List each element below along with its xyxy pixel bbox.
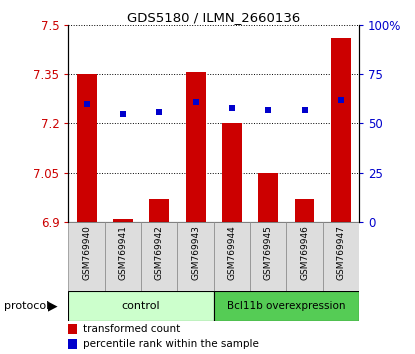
Text: GSM769942: GSM769942: [155, 225, 164, 280]
Text: GSM769945: GSM769945: [264, 225, 273, 280]
Text: Bcl11b overexpression: Bcl11b overexpression: [227, 301, 346, 311]
Title: GDS5180 / ILMN_2660136: GDS5180 / ILMN_2660136: [127, 11, 300, 24]
Bar: [178, 222, 214, 291]
Bar: [295, 199, 315, 222]
Bar: [331, 38, 351, 222]
Bar: [68, 291, 214, 321]
Text: transformed count: transformed count: [83, 324, 180, 334]
Bar: [68, 222, 105, 291]
Text: percentile rank within the sample: percentile rank within the sample: [83, 339, 259, 349]
Text: ▶: ▶: [48, 299, 57, 313]
Bar: [141, 222, 178, 291]
Text: GSM769946: GSM769946: [300, 225, 309, 280]
Text: GSM769941: GSM769941: [118, 225, 127, 280]
Text: GSM769947: GSM769947: [336, 225, 345, 280]
Text: GSM769940: GSM769940: [82, 225, 91, 280]
Bar: [68, 324, 77, 334]
Bar: [286, 222, 323, 291]
Bar: [214, 291, 359, 321]
Text: protocol: protocol: [4, 301, 49, 311]
Text: GSM769944: GSM769944: [227, 225, 237, 280]
Text: GSM769943: GSM769943: [191, 225, 200, 280]
Bar: [250, 222, 286, 291]
Bar: [68, 339, 77, 349]
Bar: [113, 219, 133, 222]
Bar: [222, 124, 242, 222]
Bar: [149, 199, 169, 222]
Bar: [323, 222, 359, 291]
Text: control: control: [122, 301, 161, 311]
Bar: [105, 222, 141, 291]
Bar: [77, 74, 97, 222]
Bar: [186, 73, 205, 222]
Bar: [258, 173, 278, 222]
Bar: [214, 222, 250, 291]
